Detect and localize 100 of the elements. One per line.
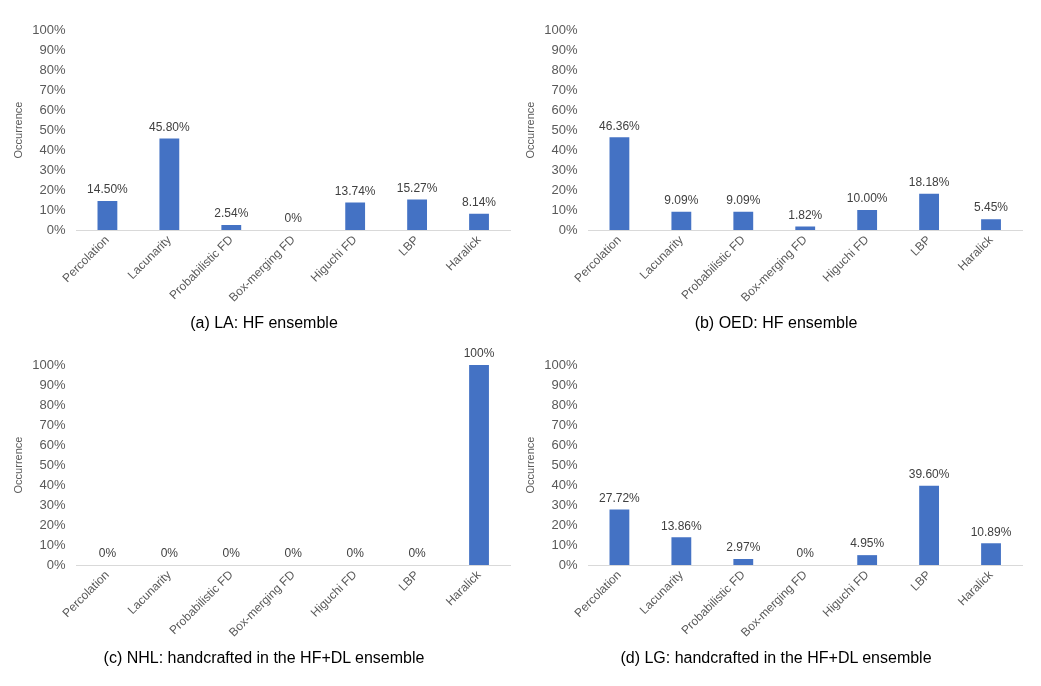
- y-tick-label: 60%: [551, 436, 578, 452]
- y-axis-title: Occurrence: [11, 101, 24, 159]
- bar: [733, 559, 754, 566]
- y-tick-label: 80%: [39, 61, 66, 77]
- y-tick-label: 60%: [551, 101, 578, 117]
- y-tick-label: 50%: [39, 121, 66, 137]
- y-tick-label: 100%: [32, 21, 66, 37]
- y-tick-label: 0%: [46, 556, 66, 572]
- data-label: 45.80%: [149, 119, 191, 134]
- y-tick-label: 20%: [551, 516, 578, 532]
- y-tick-label: 30%: [39, 496, 66, 512]
- y-tick-label: 70%: [39, 416, 66, 432]
- data-label: 10.00%: [846, 191, 888, 206]
- data-label: 0%: [408, 546, 427, 561]
- y-tick-label: 40%: [551, 476, 578, 492]
- data-label: 2.54%: [214, 206, 249, 221]
- bar: [609, 137, 630, 231]
- bar: [857, 555, 878, 566]
- y-axis-title: Occurrence: [523, 101, 536, 159]
- bar: [981, 543, 1001, 566]
- y-tick-label: 0%: [558, 556, 578, 572]
- y-tick-label: 0%: [46, 221, 66, 237]
- y-tick-label: 80%: [39, 396, 66, 412]
- y-tick-label: 30%: [551, 496, 578, 512]
- y-tick-label: 20%: [39, 181, 66, 197]
- y-tick-label: 30%: [551, 161, 578, 177]
- y-tick-label: 60%: [39, 101, 66, 117]
- x-tick-label: LBP: [907, 232, 934, 259]
- x-tick-label: LBP: [395, 232, 422, 259]
- bar: [221, 224, 242, 231]
- bar: [733, 211, 754, 231]
- y-tick-label: 10%: [39, 201, 66, 217]
- data-label: 0%: [98, 546, 117, 561]
- data-label: 13.86%: [661, 518, 703, 533]
- bar: [469, 213, 489, 231]
- y-tick-label: 20%: [551, 181, 578, 197]
- bar: [97, 201, 118, 231]
- data-label: 0%: [796, 546, 815, 561]
- y-tick-label: 70%: [39, 81, 66, 97]
- bar: [671, 211, 692, 231]
- text: (d) LG: handcrafted in the HF+DL ensemble: [619, 648, 933, 668]
- y-tick-label: 80%: [551, 61, 578, 77]
- y-tick-label: 10%: [39, 536, 66, 552]
- y-tick-label: 100%: [32, 356, 66, 372]
- data-label: 9.09%: [664, 193, 699, 208]
- data-label: 0%: [346, 546, 365, 561]
- y-tick-label: 40%: [551, 141, 578, 157]
- y-tick-label: 90%: [39, 41, 66, 57]
- text: (b) OED: HF ensemble: [693, 313, 859, 333]
- y-tick-label: 40%: [39, 476, 66, 492]
- y-tick-label: 50%: [39, 456, 66, 472]
- data-label: 0%: [222, 546, 241, 561]
- data-label: 39.60%: [908, 467, 950, 482]
- data-label: 0%: [284, 546, 303, 561]
- y-tick-label: 0%: [558, 221, 578, 237]
- data-label: 2.97%: [726, 540, 761, 555]
- data-label: 9.09%: [726, 193, 761, 208]
- data-label: 15.27%: [396, 180, 438, 195]
- bar: [857, 210, 878, 231]
- y-tick-label: 100%: [544, 356, 578, 372]
- data-label: 5.45%: [974, 200, 1009, 215]
- y-tick-label: 10%: [551, 536, 578, 552]
- y-tick-label: 90%: [551, 376, 578, 392]
- bar: [345, 202, 366, 231]
- data-label: 46.36%: [599, 118, 641, 133]
- y-tick-label: 90%: [39, 376, 66, 392]
- data-label: 13.74%: [334, 183, 376, 198]
- y-tick-label: 70%: [551, 81, 578, 97]
- y-tick-label: 20%: [39, 516, 66, 532]
- y-tick-label: 90%: [551, 41, 578, 57]
- data-label: 27.72%: [599, 490, 641, 505]
- bar: [609, 509, 630, 566]
- y-tick-label: 100%: [544, 21, 578, 37]
- y-tick-label: 40%: [39, 141, 66, 157]
- bar: [919, 193, 940, 231]
- bar: [981, 219, 1001, 231]
- y-tick-label: 50%: [551, 121, 578, 137]
- y-tick-label: 60%: [39, 436, 66, 452]
- text: (a) LA: HF ensemble: [189, 313, 339, 333]
- y-tick-label: 10%: [551, 201, 578, 217]
- data-label: 1.82%: [788, 207, 823, 222]
- bar: [671, 537, 692, 566]
- data-label: 10.89%: [970, 524, 1012, 539]
- data-label: 0%: [160, 546, 179, 561]
- bar: [159, 138, 180, 231]
- y-axis-title: Occurrence: [11, 436, 24, 494]
- data-label: 0%: [284, 211, 303, 226]
- data-label: 4.95%: [850, 536, 885, 551]
- y-axis-title: Occurrence: [523, 436, 536, 494]
- bar: [407, 199, 428, 231]
- y-tick-label: 50%: [551, 456, 578, 472]
- y-tick-label: 30%: [39, 161, 66, 177]
- data-label: 8.14%: [462, 195, 497, 210]
- y-tick-label: 70%: [551, 416, 578, 432]
- y-tick-label: 80%: [551, 396, 578, 412]
- x-tick-label: LBP: [907, 567, 934, 594]
- data-label: 18.18%: [908, 174, 950, 189]
- bar: [795, 226, 816, 231]
- data-label: 14.50%: [87, 182, 129, 197]
- x-tick-label: LBP: [395, 567, 422, 594]
